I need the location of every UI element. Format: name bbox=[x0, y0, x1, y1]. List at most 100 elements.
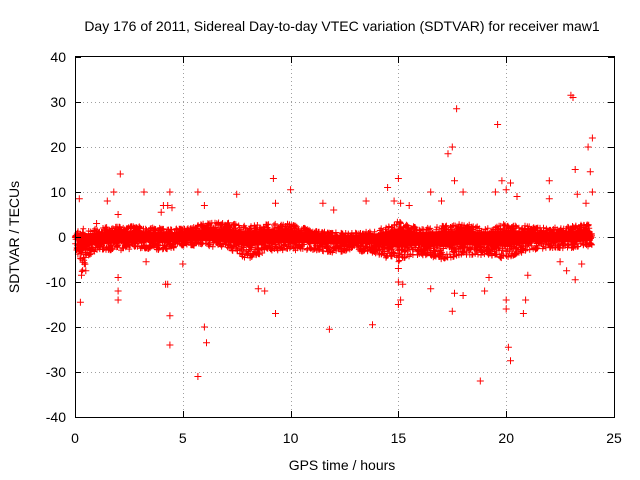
data-point bbox=[519, 310, 527, 317]
data-point bbox=[82, 267, 90, 275]
data-point bbox=[114, 287, 122, 295]
chart-title: Day 176 of 2011, Sidereal Day-to-day VTE… bbox=[84, 18, 600, 34]
data-point bbox=[394, 265, 402, 272]
data-point bbox=[584, 143, 592, 151]
data-point bbox=[166, 188, 174, 196]
data-point bbox=[578, 260, 586, 268]
data-point bbox=[194, 373, 202, 380]
data-point bbox=[233, 190, 241, 198]
data-points bbox=[75, 91, 596, 385]
data-point bbox=[114, 211, 122, 218]
data-point bbox=[166, 312, 174, 320]
data-point bbox=[76, 298, 84, 306]
data-point bbox=[459, 188, 467, 196]
data-point bbox=[502, 296, 510, 304]
data-point bbox=[200, 323, 208, 331]
data-point bbox=[563, 267, 571, 275]
x-tick-label: 25 bbox=[606, 430, 622, 446]
data-point bbox=[114, 296, 122, 304]
data-point bbox=[586, 168, 594, 176]
data-point bbox=[444, 150, 452, 158]
x-tick-label: 5 bbox=[179, 430, 187, 446]
data-point bbox=[78, 271, 85, 279]
data-point bbox=[502, 305, 510, 313]
y-tick-label: -10 bbox=[46, 274, 66, 290]
data-point bbox=[194, 188, 202, 196]
data-point bbox=[103, 197, 111, 205]
data-point bbox=[397, 296, 405, 304]
point-cloud-core bbox=[75, 228, 593, 254]
data-point bbox=[498, 177, 506, 185]
data-point bbox=[287, 186, 295, 194]
data-point bbox=[325, 325, 333, 333]
data-point bbox=[481, 287, 489, 295]
data-point bbox=[451, 177, 458, 185]
dense-point-cloud bbox=[71, 218, 595, 275]
data-point bbox=[166, 341, 174, 349]
data-point bbox=[494, 121, 502, 128]
x-tick-labels: 0 5 10 15 20 25 bbox=[71, 430, 622, 446]
y-tick-label: -30 bbox=[46, 364, 66, 380]
data-point bbox=[448, 307, 456, 315]
data-point bbox=[319, 199, 327, 207]
y-tick-label: 40 bbox=[50, 49, 66, 65]
x-axis-label: GPS time / hours bbox=[289, 457, 396, 473]
data-point bbox=[272, 199, 279, 207]
data-point bbox=[545, 195, 553, 203]
y-tick-labels: -40 -30 -20 -10 0 10 20 30 40 bbox=[46, 49, 66, 425]
data-point bbox=[476, 377, 484, 385]
data-point bbox=[427, 188, 435, 196]
data-point bbox=[453, 105, 461, 113]
data-point bbox=[116, 170, 124, 178]
data-point bbox=[485, 274, 493, 281]
data-point bbox=[394, 301, 402, 308]
data-point bbox=[394, 175, 402, 182]
data-point bbox=[451, 289, 458, 297]
data-point bbox=[362, 197, 370, 205]
x-tick-label: 10 bbox=[283, 430, 299, 446]
y-axis-label: SDTVAR / TECUs bbox=[6, 181, 22, 293]
data-point bbox=[571, 166, 579, 173]
data-point bbox=[582, 199, 590, 207]
y-tick-label: -20 bbox=[46, 319, 66, 335]
data-point bbox=[522, 296, 530, 304]
data-point bbox=[179, 260, 187, 268]
data-point bbox=[162, 280, 170, 288]
data-point bbox=[200, 202, 208, 209]
y-tick-label: -40 bbox=[46, 409, 66, 425]
x-tick-label: 15 bbox=[391, 430, 407, 446]
data-point bbox=[507, 179, 514, 187]
data-point bbox=[459, 292, 467, 299]
data-point bbox=[272, 310, 279, 317]
data-point bbox=[588, 188, 596, 196]
data-point bbox=[571, 276, 579, 284]
data-point bbox=[438, 197, 445, 205]
data-point bbox=[157, 208, 165, 216]
data-point bbox=[491, 188, 499, 196]
y-tick-label: 20 bbox=[50, 139, 66, 155]
data-point bbox=[142, 258, 150, 266]
data-point bbox=[588, 134, 596, 142]
data-point bbox=[390, 197, 398, 205]
data-point bbox=[164, 202, 172, 209]
data-point bbox=[427, 285, 435, 293]
data-point bbox=[75, 195, 83, 203]
data-point bbox=[114, 274, 122, 281]
data-point bbox=[405, 202, 413, 209]
x-tick-label: 0 bbox=[71, 430, 79, 446]
y-tick-label: 30 bbox=[50, 94, 66, 110]
point-cloud-markers bbox=[71, 218, 595, 275]
data-point bbox=[573, 190, 581, 198]
data-point bbox=[93, 220, 101, 227]
data-point bbox=[399, 280, 407, 288]
data-point bbox=[261, 287, 269, 295]
y-tick-label: 10 bbox=[50, 184, 66, 200]
data-point bbox=[545, 177, 553, 185]
data-point bbox=[140, 188, 148, 196]
data-point bbox=[168, 204, 176, 212]
data-point bbox=[269, 175, 277, 182]
data-point bbox=[504, 343, 512, 351]
data-point bbox=[384, 184, 392, 191]
data-point bbox=[502, 186, 510, 194]
